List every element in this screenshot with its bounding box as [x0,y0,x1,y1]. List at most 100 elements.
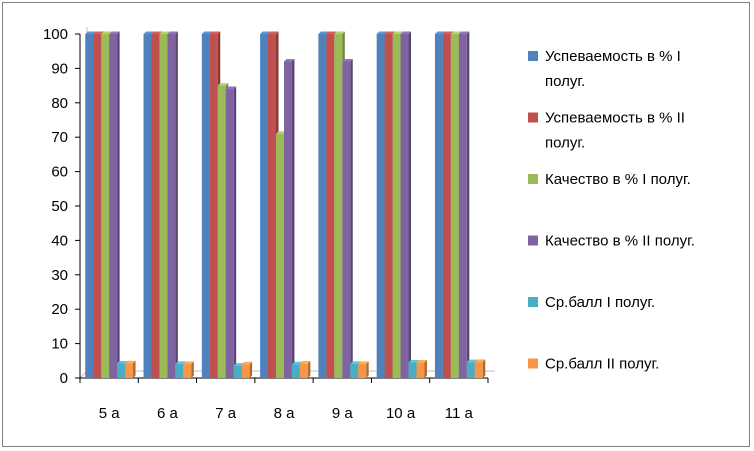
y-tick-label: 40 [51,232,68,249]
bar-top [201,31,213,34]
bar [217,85,226,378]
bar-top [350,361,361,364]
bar-side [191,361,194,378]
x-category-label: 7 а [215,405,237,422]
bar [318,34,327,378]
bar [93,34,102,378]
bar-top [117,361,128,364]
bar [291,364,300,378]
bar-top [93,31,104,34]
bar-top [384,31,396,34]
legend-swatch [528,51,538,61]
bar [117,363,126,378]
bar-top [408,360,420,363]
legend-swatch [528,358,538,369]
bar [241,364,250,378]
bar-top [299,361,311,364]
bar-top [260,31,271,34]
bar-side [249,361,253,378]
bar [458,34,467,378]
legend-swatch [528,174,538,184]
bar-side [291,59,295,379]
bar [233,365,242,378]
legend-label: Успеваемость в % I [545,48,681,65]
bar [276,133,284,378]
bar [334,34,343,378]
legend-label: полуг. [545,135,585,152]
legend-label: Ср.балл II полуг. [545,356,659,373]
bar [384,34,393,378]
bar [358,363,367,378]
bar [209,34,218,378]
x-category-label: 11 а [445,405,474,422]
legend-swatch [528,235,538,246]
bar [151,34,160,378]
bar-side [466,31,470,378]
bar-side [133,360,136,378]
bar-top [151,31,162,34]
bar-top [268,31,279,34]
x-category-label: 10 а [386,405,416,422]
bar-side [175,31,178,378]
y-tick-label: 50 [51,198,68,215]
bar [159,34,168,378]
bar-top [376,31,388,34]
y-tick-label: 100 [43,26,68,43]
y-tick-label: 0 [60,370,68,387]
y-tick-label: 60 [51,164,68,181]
bar-top [442,31,454,34]
bar-top [318,31,329,34]
bar-top [392,31,404,34]
bar-top [233,363,245,366]
legend-label: Качество в % II полуг. [545,233,695,250]
bar-top [159,31,170,34]
bar-top [217,83,229,86]
legend-label: полуг. [545,73,585,90]
bar-top [334,31,345,34]
bar [299,363,308,378]
bar-top [241,361,253,365]
bar [466,362,475,378]
bar-side [366,361,369,378]
x-category-label: 9 а [332,405,354,422]
x-category-label: 8 а [274,405,296,422]
bar-top [209,31,221,34]
y-tick-label: 80 [51,95,68,112]
bar-top [466,359,478,363]
bar [225,89,234,378]
bar [342,61,351,379]
bar-top [167,31,178,34]
y-tick-label: 30 [51,267,68,284]
bar-top [284,59,295,62]
bar-top [85,31,96,34]
bar [284,61,292,379]
bar-side [307,361,311,378]
bar-top [125,360,136,364]
bar-top [400,31,412,34]
legend-swatch [528,112,538,123]
bar [434,34,443,378]
y-tick-label: 90 [51,60,68,77]
bar-top [276,131,287,134]
bar [109,34,118,378]
bar-top [183,361,194,364]
bar [201,34,210,378]
bar [326,34,335,378]
bar [125,363,134,378]
bar [474,361,483,378]
bar-top [474,359,486,362]
bar-top [358,361,369,364]
bar-top [434,31,446,34]
bar-side [408,31,412,378]
bar [416,362,425,378]
bar [376,34,385,378]
y-tick-label: 10 [51,336,68,353]
y-tick-label: 70 [51,129,68,146]
bar [101,34,110,378]
bar [85,34,94,378]
bar [143,34,152,378]
bar-top [291,361,303,365]
bar-top [342,59,353,62]
legend-label: Успеваемость в % II [545,110,685,127]
bar [268,34,277,378]
